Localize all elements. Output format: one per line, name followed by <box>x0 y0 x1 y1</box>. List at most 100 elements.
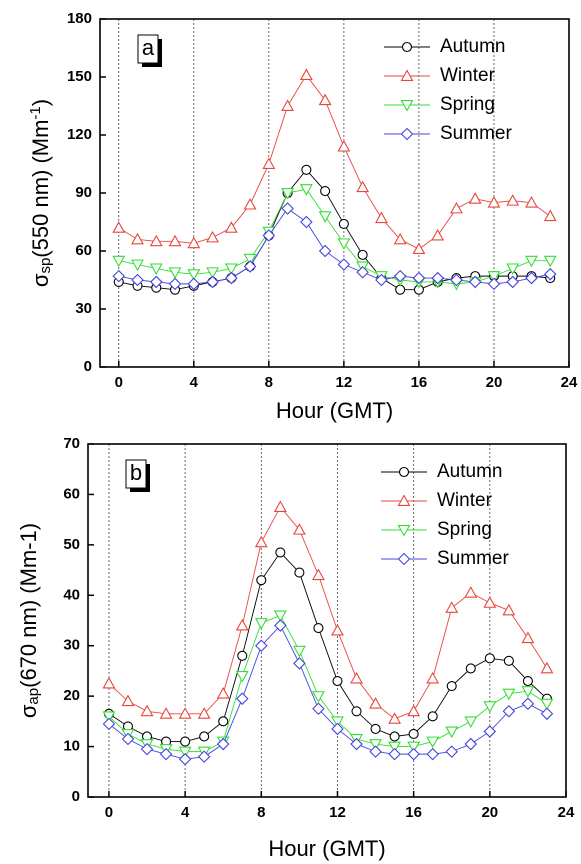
marker <box>206 230 219 243</box>
marker <box>224 221 238 233</box>
x-tick-label: 0 <box>105 804 113 821</box>
marker <box>168 277 182 291</box>
marker <box>506 194 520 206</box>
legend-label: Spring <box>440 94 495 115</box>
marker <box>388 712 402 724</box>
y-tick-label: 150 <box>67 68 92 85</box>
marker <box>273 500 287 512</box>
y-tick-label: 30 <box>75 300 92 317</box>
panel-label: a <box>142 35 155 60</box>
marker <box>506 275 519 289</box>
marker <box>487 271 501 283</box>
marker <box>274 619 287 632</box>
x-axis-title: Hour (GMT) <box>268 836 385 861</box>
marker <box>464 737 478 751</box>
marker <box>197 707 211 719</box>
x-tick-label: 20 <box>481 804 498 821</box>
legend-label: Summer <box>437 548 509 569</box>
marker <box>450 273 463 287</box>
marker <box>446 681 457 692</box>
series-line <box>108 614 548 753</box>
y-tick-label: 30 <box>63 637 80 654</box>
marker <box>388 741 402 754</box>
legend-label: Autumn <box>440 36 505 57</box>
marker <box>218 716 229 727</box>
marker <box>350 671 363 684</box>
marker <box>140 704 154 717</box>
marker <box>180 736 191 747</box>
marker <box>369 745 382 758</box>
legend-marker <box>400 127 414 141</box>
marker <box>543 209 557 222</box>
marker <box>484 653 495 664</box>
marker <box>262 229 276 242</box>
y-tick-label: 10 <box>63 738 80 755</box>
marker <box>178 752 192 766</box>
marker <box>468 192 482 204</box>
y-tick-label: 40 <box>63 586 80 603</box>
marker <box>102 717 116 731</box>
marker <box>320 186 331 197</box>
marker <box>369 697 382 709</box>
marker <box>483 701 497 713</box>
y-tick-label: 0 <box>84 358 92 375</box>
marker <box>331 722 344 736</box>
marker <box>262 157 276 169</box>
marker <box>149 263 163 276</box>
marker <box>281 202 294 215</box>
marker <box>522 675 533 687</box>
marker <box>292 645 306 658</box>
marker <box>483 596 497 608</box>
y-tick-label: 120 <box>67 126 92 143</box>
marker <box>445 726 459 739</box>
marker <box>521 686 535 698</box>
marker <box>374 211 388 224</box>
series-line <box>118 207 551 285</box>
y-axis-title-part: ap <box>25 688 42 705</box>
legend-marker <box>398 466 410 478</box>
marker <box>450 201 463 214</box>
marker <box>540 698 554 711</box>
x-tick-label: 24 <box>558 804 575 821</box>
marker <box>254 535 268 548</box>
marker <box>407 704 421 717</box>
marker <box>178 707 192 719</box>
y-tick-label: 50 <box>63 536 80 553</box>
marker <box>331 623 344 636</box>
x-tick-label: 0 <box>115 374 123 391</box>
marker <box>338 218 349 229</box>
x-tick-label: 16 <box>405 804 422 821</box>
marker <box>256 575 267 586</box>
marker <box>468 275 482 289</box>
marker <box>318 211 332 223</box>
marker <box>464 716 478 728</box>
marker <box>431 228 445 241</box>
marker <box>206 267 219 279</box>
panel: 0 4 8 12 16 20 24 0 30 60 90 120 150 180 Hour (GMT) σsp… <box>27 10 578 423</box>
marker <box>357 249 368 260</box>
marker <box>216 686 230 699</box>
marker <box>273 610 287 623</box>
marker <box>102 676 116 689</box>
marker <box>235 671 249 683</box>
marker <box>464 586 478 598</box>
y-tick-label: 60 <box>63 485 80 502</box>
marker <box>224 263 238 276</box>
panel-label: b <box>130 460 142 485</box>
marker <box>445 745 459 758</box>
marker <box>503 655 514 666</box>
marker <box>199 731 210 742</box>
marker <box>313 623 324 634</box>
y-axis-title-part: -1 <box>27 106 44 119</box>
marker <box>540 707 554 721</box>
legend-label: Spring <box>437 519 492 540</box>
y-axis-title-part: σ <box>28 273 53 287</box>
marker <box>225 271 238 285</box>
marker <box>521 697 535 710</box>
x-tick-label: 4 <box>190 374 199 391</box>
marker <box>318 244 332 258</box>
legend-marker <box>397 525 411 537</box>
marker <box>431 271 444 285</box>
marker <box>255 639 268 652</box>
marker <box>369 739 382 751</box>
